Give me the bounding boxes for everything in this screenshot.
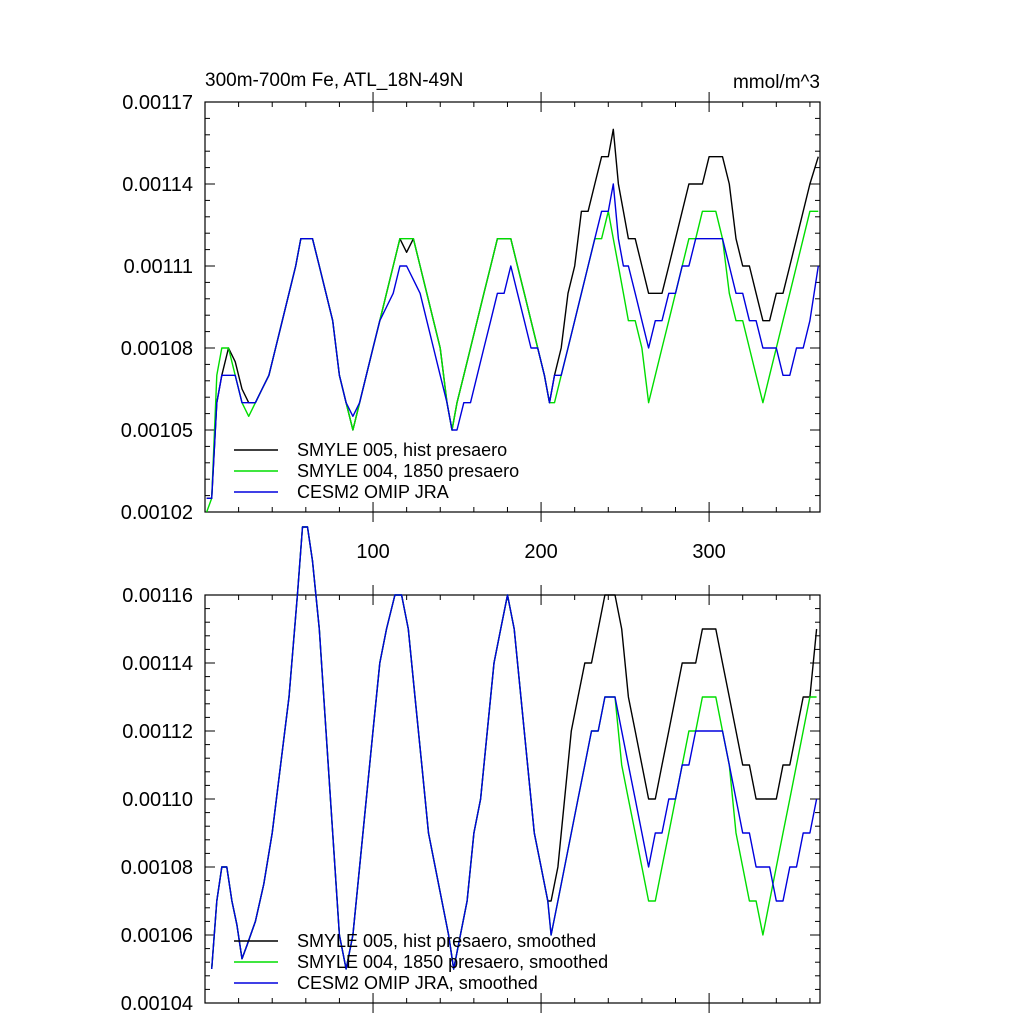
- series-line-2: [211, 526, 818, 970]
- x-tick-label: 300: [692, 541, 725, 563]
- y-tick-label: 0.00108: [121, 857, 193, 879]
- y-tick-label: 0.00105: [121, 420, 193, 442]
- chart-title: 300m-700m Fe, ATL_18N-49N: [205, 70, 463, 91]
- legend-label-1: SMYLE 004, 1850 presaero, smoothed: [297, 952, 608, 972]
- top-panel: 0.00102 0.00105 0.00108 0.00111 0.00114 0.001…: [121, 70, 821, 563]
- y-tick-label: 0.00114: [122, 653, 193, 675]
- y-tick-label: 0.00117: [122, 92, 193, 114]
- y-tick-label: 0.00112: [122, 721, 193, 743]
- x-tick-label: 200: [524, 541, 557, 563]
- legend-label-2: CESM2 OMIP JRA, smoothed: [297, 973, 538, 993]
- y-tick-label: 0.00114: [122, 174, 193, 196]
- y-tick-label: 0.00108: [121, 338, 193, 360]
- y-tick-label: 0.00110: [122, 789, 193, 811]
- series-line-2: [206, 183, 819, 499]
- legend-label-0: SMYLE 005, hist presaero: [297, 440, 507, 460]
- y-tick-label: 0.00106: [121, 925, 193, 947]
- y-tick-label: 0.00111: [124, 256, 193, 278]
- y-tick-label: 0.00116: [122, 585, 193, 607]
- legend-label-0: SMYLE 005, hist presaero, smoothed: [297, 931, 596, 951]
- y-tick-label: 0.00104: [121, 993, 193, 1015]
- legend-label-2: CESM2 OMIP JRA: [297, 482, 449, 502]
- bottom-panel: 0.00104 0.00106 0.00108 0.00110 0.00112 0.001…: [121, 526, 821, 1015]
- x-tick-label: 100: [356, 541, 389, 563]
- y-tick-label: 0.00102: [121, 502, 193, 524]
- units-label: mmol/m^3: [733, 72, 820, 93]
- plot-frame: [204, 101, 821, 513]
- legend-label-1: SMYLE 004, 1850 presaero: [297, 461, 519, 481]
